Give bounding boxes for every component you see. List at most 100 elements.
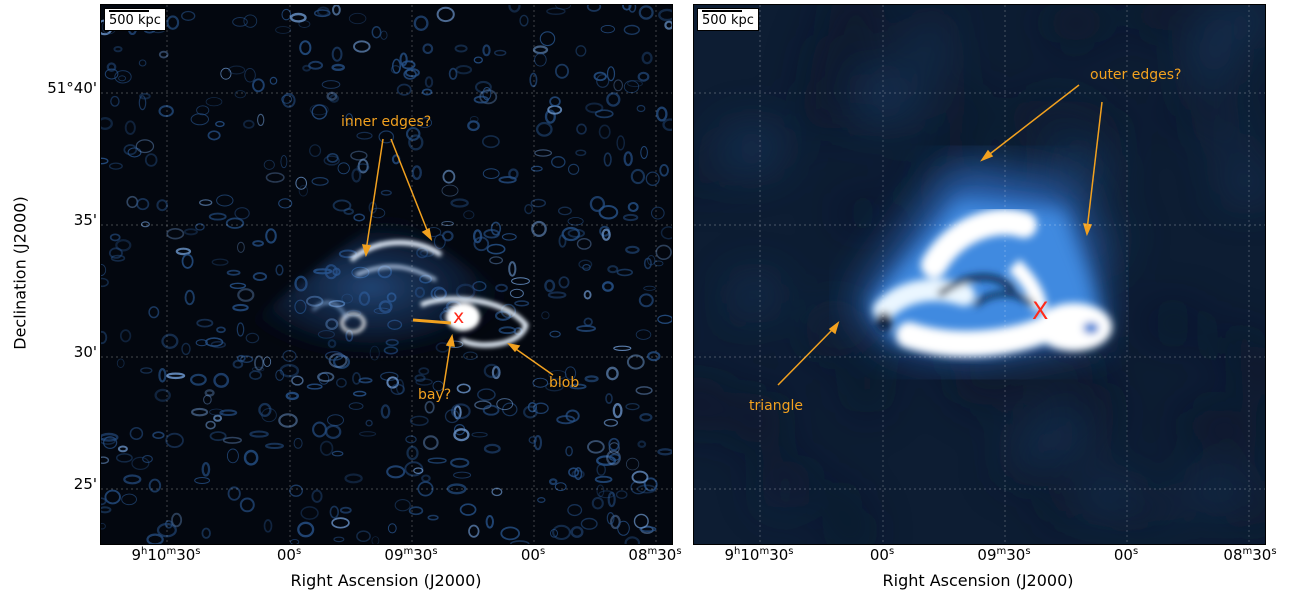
noise-blob xyxy=(166,227,185,240)
noise-blob xyxy=(101,277,109,288)
noise-blob xyxy=(694,160,726,186)
noise-blob xyxy=(413,467,424,475)
noise-blob xyxy=(353,213,366,222)
noise-blob xyxy=(537,497,546,503)
noise-blob xyxy=(545,382,564,392)
noise-blob xyxy=(278,413,298,428)
noise-blob xyxy=(444,409,460,424)
noise-blob xyxy=(427,457,447,464)
noise-blob xyxy=(575,149,587,157)
noise-blob xyxy=(482,404,500,416)
annotation-blob: blob xyxy=(549,375,580,391)
noise-blob xyxy=(549,330,561,338)
noise-blob xyxy=(441,230,454,242)
noise-blob xyxy=(323,155,340,166)
noise-blob xyxy=(583,317,593,327)
noise-blob xyxy=(228,65,246,75)
noise-blob xyxy=(608,442,620,455)
noise-blob xyxy=(209,408,224,416)
noise-blob xyxy=(630,168,646,185)
noise-blob xyxy=(353,40,371,53)
noise-blob xyxy=(118,75,127,82)
noise-blob xyxy=(596,74,610,88)
noise-blob xyxy=(405,126,421,141)
annotation-triangle: triangle xyxy=(749,398,803,414)
noise-blob xyxy=(199,199,213,206)
noise-blob xyxy=(615,490,628,499)
noise-blob xyxy=(500,526,521,541)
noise-blob xyxy=(285,391,300,401)
noise-blob xyxy=(441,184,459,197)
noise-blob xyxy=(222,436,242,444)
noise-blob xyxy=(411,165,422,180)
noise-blob xyxy=(332,199,352,212)
noise-blob xyxy=(396,83,412,96)
noise-blob xyxy=(600,24,615,34)
noise-blob xyxy=(318,372,330,385)
noise-blob xyxy=(158,50,169,59)
annotation-outer-edges: outer edges? xyxy=(1090,67,1182,83)
noise-blob xyxy=(135,139,155,154)
noise-blob xyxy=(237,241,245,253)
noise-blob xyxy=(555,5,571,10)
noise-blob xyxy=(456,383,471,394)
noise-blob xyxy=(650,206,665,220)
noise-blob xyxy=(306,383,323,390)
noise-blob xyxy=(252,78,265,93)
noise-blob xyxy=(627,201,639,213)
noise-blob xyxy=(129,426,144,441)
noise-blob xyxy=(565,446,573,457)
noise-blob xyxy=(641,51,653,65)
noise-blob xyxy=(311,489,323,503)
noise-blob xyxy=(596,463,607,476)
noise-blob xyxy=(282,92,296,108)
noise-blob xyxy=(415,378,433,386)
noise-blob xyxy=(263,519,273,533)
left-radio-image xyxy=(101,5,672,544)
noise-blob xyxy=(331,450,344,457)
noise-blob xyxy=(576,237,592,250)
noise-blob xyxy=(528,436,537,444)
left-image-panel: 500 kpc inner edges? bay? blob x xyxy=(100,4,673,545)
noise-blob xyxy=(656,106,668,122)
noise-blob xyxy=(311,104,328,120)
noise-blob xyxy=(171,512,183,528)
noise-blob xyxy=(482,87,492,101)
noise-blob xyxy=(660,226,672,240)
diffuse-emission xyxy=(221,210,521,365)
noise-blob xyxy=(491,487,503,497)
x-marker: x xyxy=(453,306,465,328)
xtick-label: 08m30s xyxy=(628,546,682,564)
noise-blob xyxy=(532,377,549,388)
noise-blob xyxy=(209,431,227,442)
noise-blob xyxy=(106,62,117,72)
noise-blob xyxy=(606,366,619,381)
noise-blob xyxy=(608,453,621,462)
noise-blob xyxy=(424,400,435,414)
noise-blob xyxy=(849,362,885,415)
noise-blob xyxy=(380,189,392,196)
ytick-label: 25' xyxy=(73,475,97,493)
noise-blob xyxy=(121,493,137,506)
noise-blob xyxy=(289,12,307,23)
noise-blob xyxy=(568,467,580,478)
noise-blob xyxy=(637,440,647,449)
noise-blob xyxy=(836,507,869,544)
noise-blob xyxy=(261,408,277,423)
noise-blob xyxy=(335,377,347,388)
noise-blob xyxy=(265,442,284,449)
noise-blob xyxy=(154,388,171,402)
noise-blob xyxy=(350,150,368,161)
noise-blob xyxy=(639,412,653,422)
noise-blob xyxy=(653,260,664,267)
noise-blob xyxy=(594,475,613,484)
noise-blob xyxy=(101,456,110,464)
noise-blob xyxy=(623,151,633,167)
noise-blob xyxy=(468,524,480,538)
noise-blob xyxy=(558,276,570,289)
noise-blob xyxy=(104,68,119,80)
noise-blob xyxy=(494,49,507,57)
noise-blob xyxy=(496,398,514,411)
noise-blob xyxy=(627,80,643,88)
noise-blob xyxy=(225,217,245,229)
